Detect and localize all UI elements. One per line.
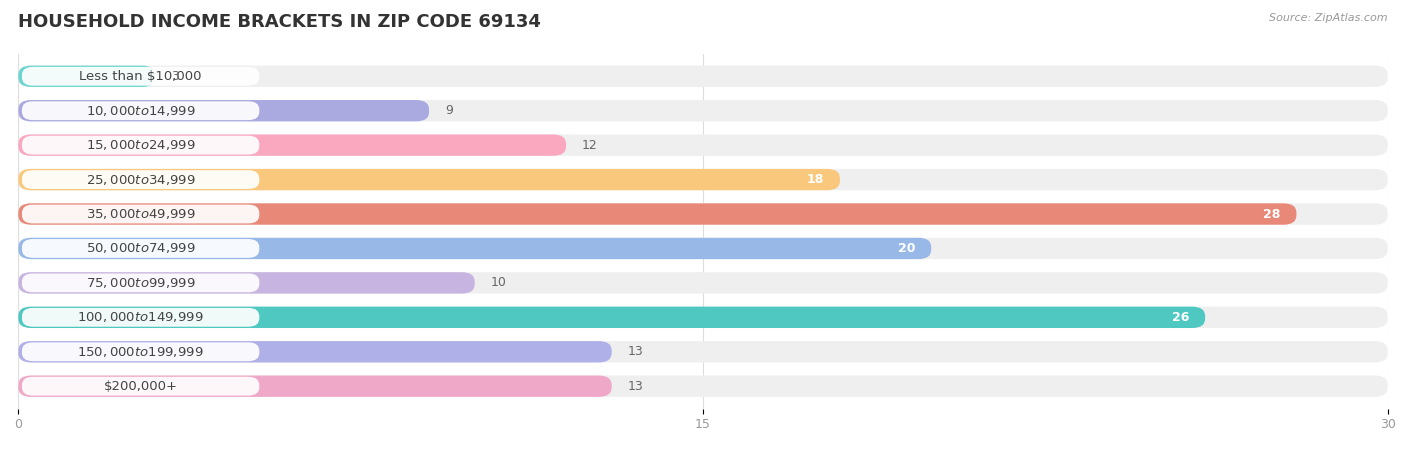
FancyBboxPatch shape [18,134,1388,156]
FancyBboxPatch shape [22,101,259,120]
FancyBboxPatch shape [18,307,1205,328]
FancyBboxPatch shape [22,205,259,224]
Text: $15,000 to $24,999: $15,000 to $24,999 [86,138,195,152]
Text: $10,000 to $14,999: $10,000 to $14,999 [86,104,195,118]
FancyBboxPatch shape [18,169,1388,190]
FancyBboxPatch shape [22,377,259,396]
Text: 10: 10 [491,277,506,290]
FancyBboxPatch shape [18,238,931,259]
Text: 9: 9 [446,104,453,117]
FancyBboxPatch shape [18,375,612,397]
FancyBboxPatch shape [18,100,1388,121]
Text: $50,000 to $74,999: $50,000 to $74,999 [86,242,195,255]
FancyBboxPatch shape [22,343,259,361]
FancyBboxPatch shape [18,341,1388,362]
Text: 12: 12 [582,139,598,152]
FancyBboxPatch shape [18,341,612,362]
Text: $35,000 to $49,999: $35,000 to $49,999 [86,207,195,221]
FancyBboxPatch shape [18,238,1388,259]
Text: $25,000 to $34,999: $25,000 to $34,999 [86,172,195,187]
Text: 13: 13 [627,380,644,393]
Text: 26: 26 [1171,311,1189,324]
FancyBboxPatch shape [18,272,475,294]
Text: 3: 3 [172,70,179,83]
FancyBboxPatch shape [22,239,259,258]
Text: $75,000 to $99,999: $75,000 to $99,999 [86,276,195,290]
FancyBboxPatch shape [18,100,429,121]
FancyBboxPatch shape [22,273,259,292]
FancyBboxPatch shape [18,307,1388,328]
Text: Source: ZipAtlas.com: Source: ZipAtlas.com [1270,13,1388,23]
FancyBboxPatch shape [18,66,1388,87]
FancyBboxPatch shape [18,169,839,190]
FancyBboxPatch shape [22,308,259,327]
FancyBboxPatch shape [22,170,259,189]
FancyBboxPatch shape [18,203,1296,224]
FancyBboxPatch shape [18,66,155,87]
Text: HOUSEHOLD INCOME BRACKETS IN ZIP CODE 69134: HOUSEHOLD INCOME BRACKETS IN ZIP CODE 69… [18,13,541,31]
FancyBboxPatch shape [18,203,1388,224]
FancyBboxPatch shape [22,136,259,154]
FancyBboxPatch shape [22,67,259,86]
Text: $200,000+: $200,000+ [104,380,177,393]
Text: 20: 20 [898,242,915,255]
Text: $150,000 to $199,999: $150,000 to $199,999 [77,345,204,359]
Text: 13: 13 [627,345,644,358]
FancyBboxPatch shape [18,272,1388,294]
FancyBboxPatch shape [18,375,1388,397]
Text: 28: 28 [1263,207,1281,220]
Text: $100,000 to $149,999: $100,000 to $149,999 [77,310,204,324]
FancyBboxPatch shape [18,134,567,156]
Text: 18: 18 [807,173,824,186]
Text: Less than $10,000: Less than $10,000 [79,70,202,83]
